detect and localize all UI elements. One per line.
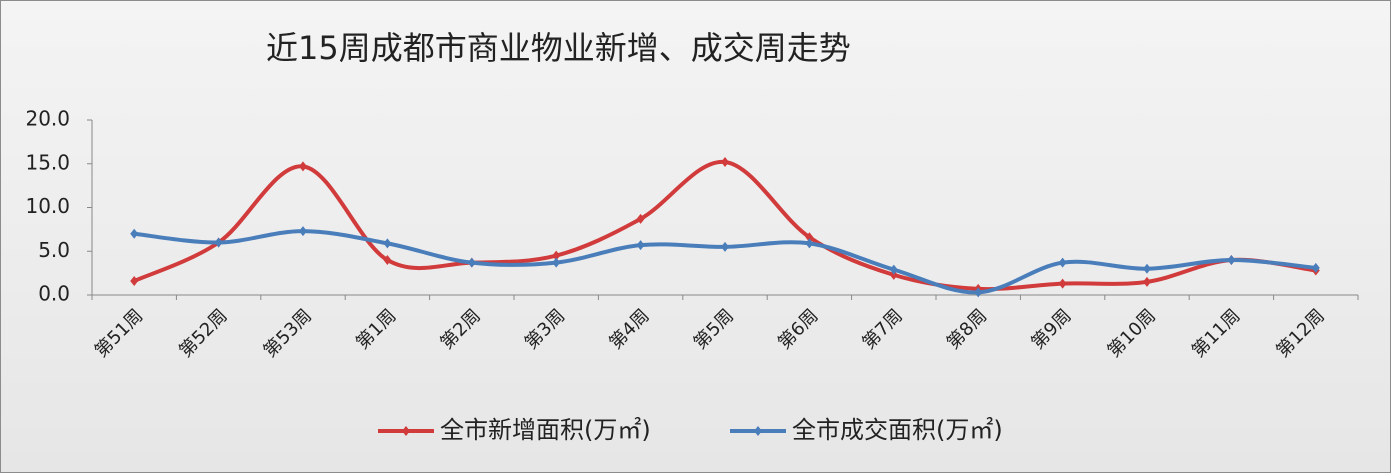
- point: [636, 213, 645, 224]
- point: [1143, 263, 1151, 274]
- point: [383, 255, 392, 265]
- point: [805, 232, 814, 243]
- point: [552, 257, 561, 268]
- point: [130, 228, 139, 239]
- y-tick-label: 10.0: [25, 194, 70, 218]
- point: [721, 241, 729, 252]
- point: [1143, 276, 1151, 287]
- point: [552, 250, 561, 261]
- point: [805, 238, 814, 249]
- point: [889, 269, 898, 280]
- point: [1227, 255, 1236, 265]
- legend-marker: [402, 426, 410, 436]
- legend-marker: [754, 426, 762, 436]
- point: [214, 237, 223, 248]
- point: [1058, 278, 1067, 289]
- point: [889, 264, 898, 275]
- legend-label: 全市新增面积(万㎡): [440, 416, 651, 444]
- point: [383, 238, 392, 249]
- y-tick-label: 15.0: [25, 150, 70, 174]
- point: [467, 257, 476, 268]
- legend-label: 全市成交面积(万㎡): [792, 416, 1003, 444]
- point: [299, 226, 307, 237]
- point: [130, 276, 139, 286]
- point: [974, 287, 983, 298]
- point: [1058, 257, 1067, 268]
- y-tick-label: 20.0: [25, 107, 70, 131]
- point: [1311, 262, 1320, 273]
- point: [299, 161, 307, 172]
- chart-title: 近15周成都市商业物业新增、成交周走势: [266, 29, 851, 67]
- y-tick-label: 5.0: [38, 238, 70, 262]
- y-tick-label: 0.0: [38, 282, 70, 306]
- point: [636, 240, 645, 251]
- point: [721, 157, 729, 167]
